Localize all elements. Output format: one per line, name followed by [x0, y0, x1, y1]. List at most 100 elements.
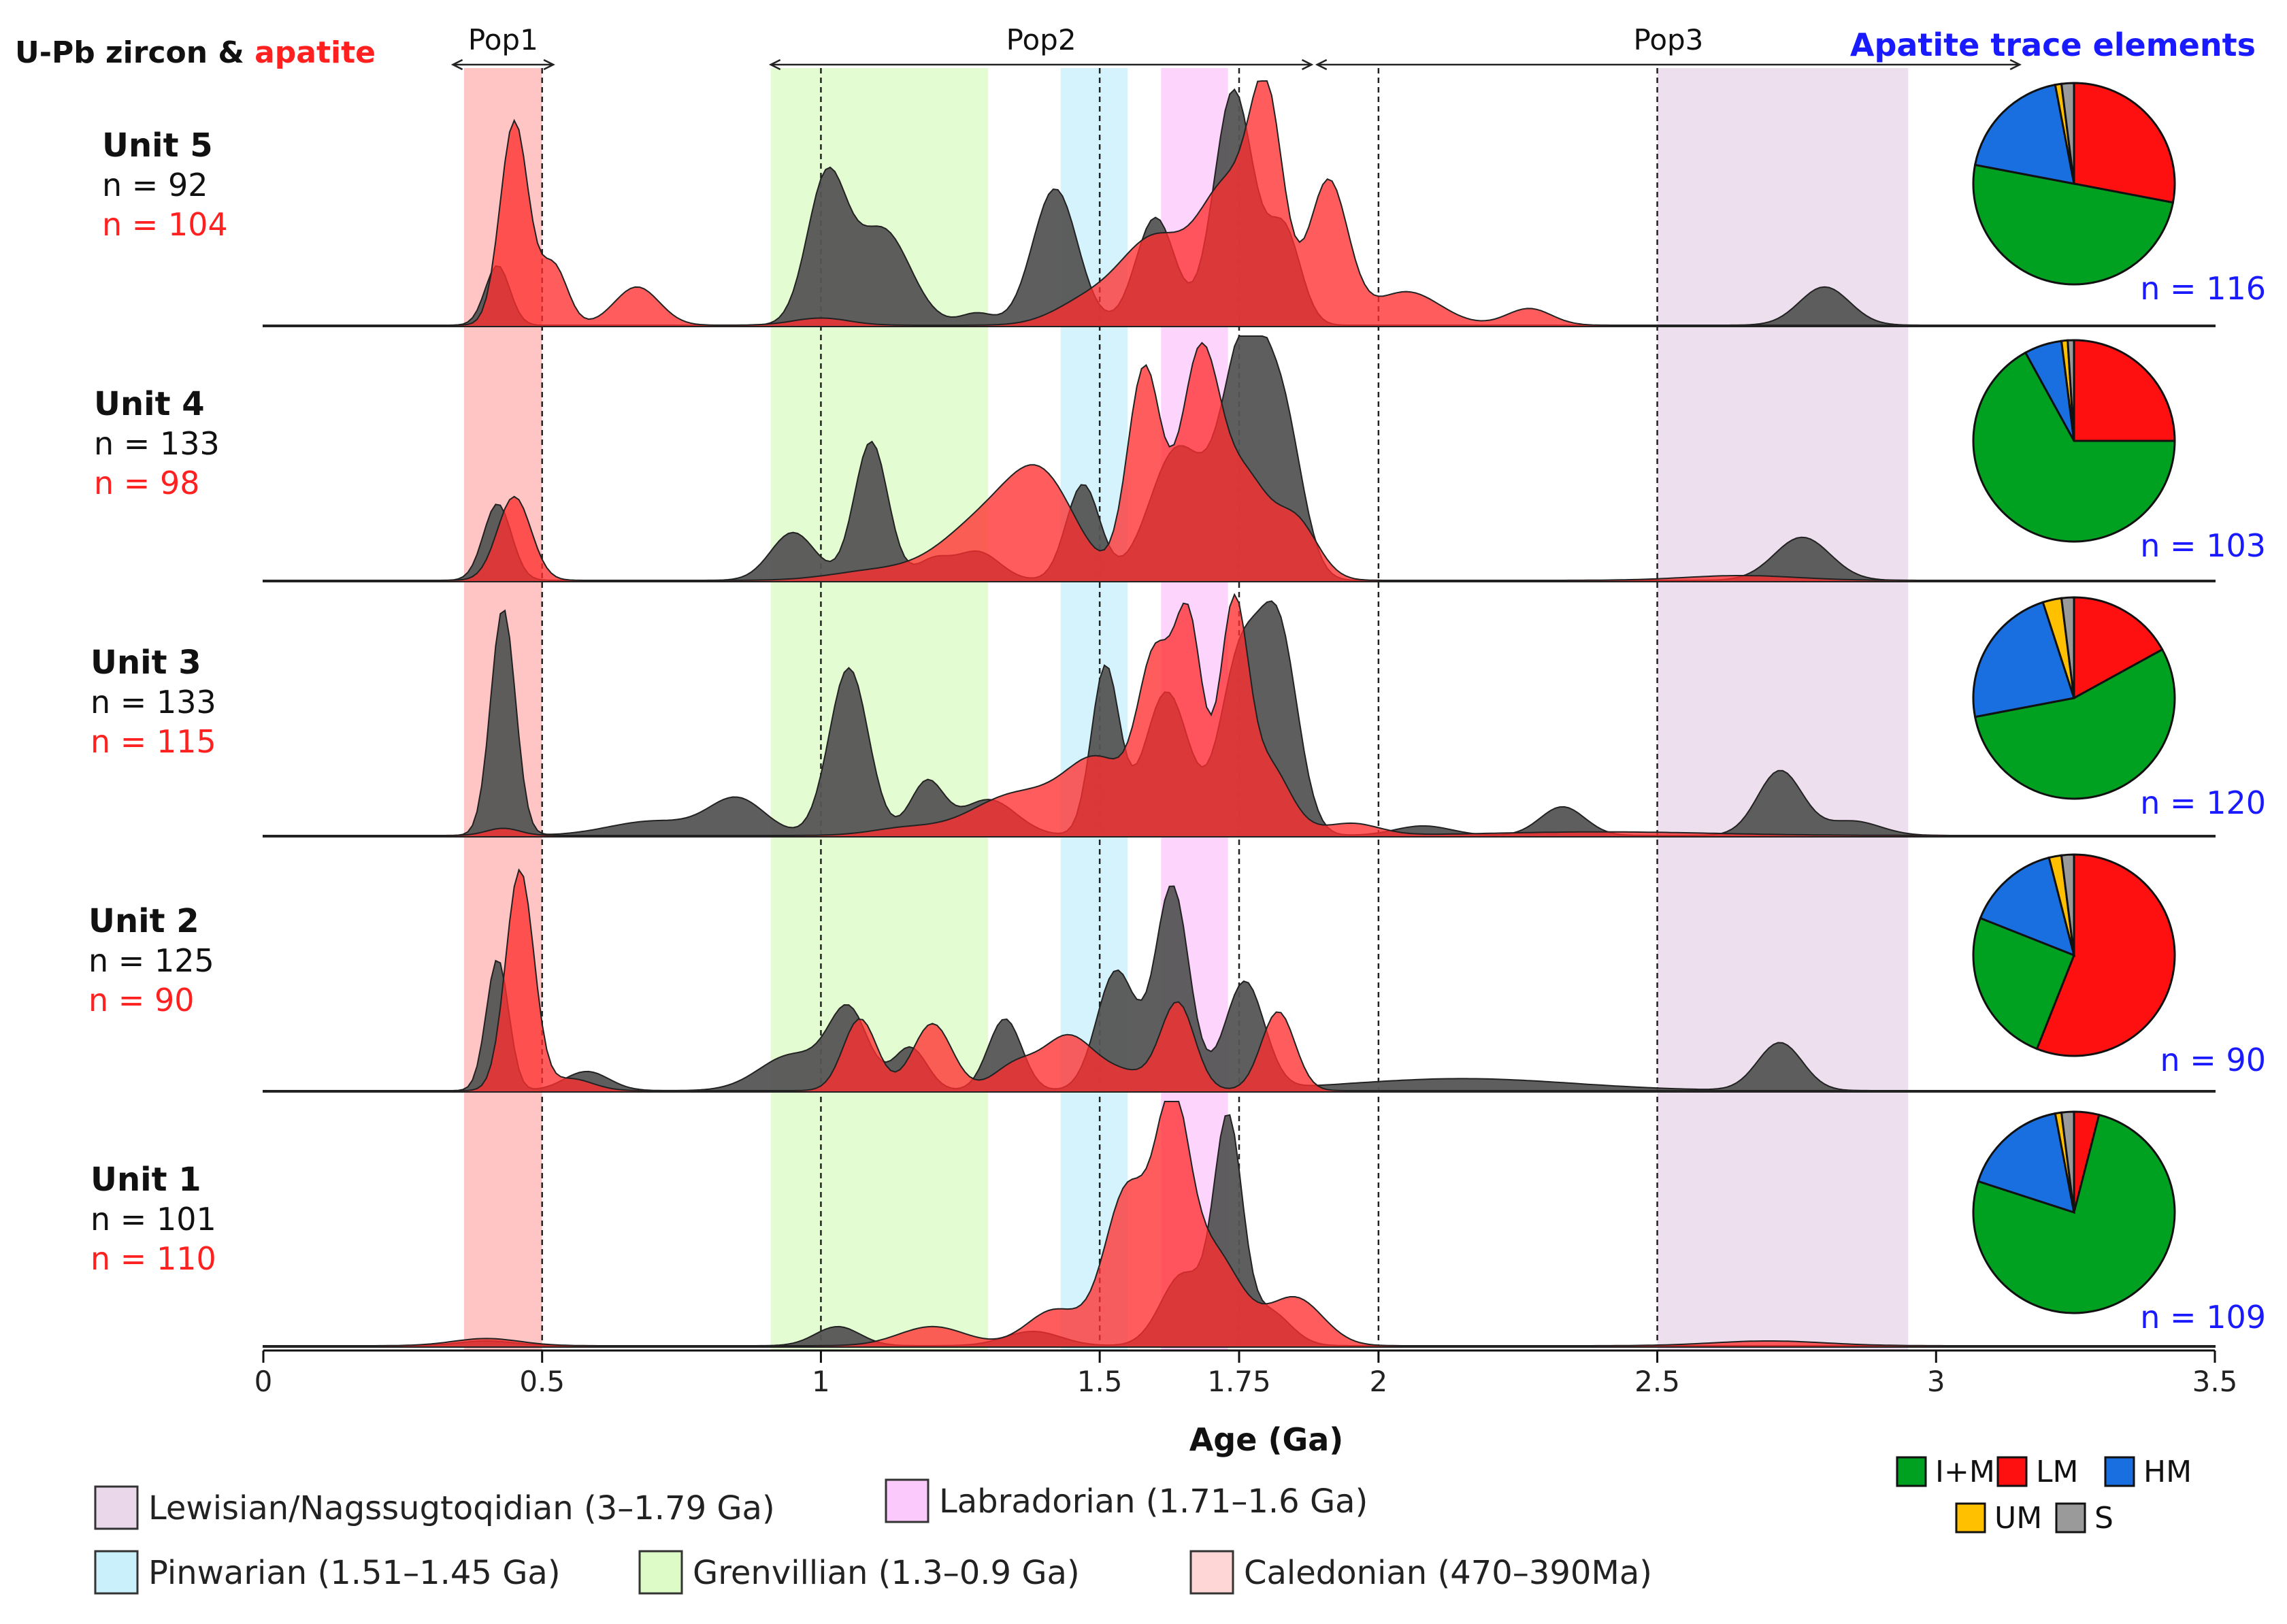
- pie-count: n = 90: [2160, 1042, 2266, 1078]
- orogen-legend: Lewisian/Nagssugtoqidian (3–1.79 Ga) Labr…: [94, 1478, 1652, 1595]
- legend-swatch-hm: [2104, 1456, 2135, 1487]
- x-tick-label: 0.5: [519, 1365, 565, 1398]
- orogen-legend-swatch: [885, 1478, 929, 1523]
- pie-count: n = 103: [2140, 527, 2266, 564]
- orogen-legend-swatch: [94, 1550, 139, 1595]
- arrow-left-icon: [1315, 59, 1328, 71]
- pie-slice-hm: [1973, 83, 2075, 185]
- pie-slice-hm: [1979, 856, 2076, 957]
- unit-zircon-count: n = 101: [91, 1201, 216, 1238]
- orogen-legend-label: Labradorian (1.71–1.6 Ga): [939, 1482, 1368, 1521]
- unit-panel: [263, 80, 2216, 327]
- unit-zircon-count: n = 125: [88, 942, 214, 979]
- unit-apatite-count: n = 90: [88, 982, 194, 1018]
- arrow-right-icon: [543, 59, 555, 71]
- pie-slice-lm: [2035, 853, 2176, 1057]
- legend-label: S: [2094, 1501, 2113, 1536]
- population-label: Pop2: [1006, 23, 1076, 56]
- pie-slice-im: [1973, 648, 2176, 800]
- chart-title-left: U-Pb zircon & apatite: [15, 35, 376, 70]
- pie-legend: I+M LM HM UM S: [1896, 1455, 2192, 1536]
- legend-swatch-lm: [1996, 1456, 2028, 1487]
- pie-slice-s: [2060, 1110, 2075, 1213]
- unit-zircon-count: n = 92: [102, 167, 208, 203]
- x-tick-label: 3: [1927, 1365, 1945, 1398]
- legend-swatch-s: [2055, 1502, 2086, 1534]
- pie-slice-im: [1972, 1113, 2176, 1314]
- pie-slice-lm: [2073, 339, 2176, 442]
- unit-apatite-count: n = 110: [91, 1240, 216, 1277]
- x-tick-label: 1.75: [1207, 1365, 1271, 1398]
- pie-slice-s: [2060, 853, 2075, 956]
- x-axis: 0 0.5 1 1.5 1.75 2 2.5 3 3.5: [254, 1349, 2238, 1398]
- title-prefix: U-Pb zircon &: [15, 35, 254, 70]
- population-label: Pop1: [468, 23, 538, 56]
- pie-slice-im: [1972, 163, 2175, 286]
- legend-label: I+M: [1935, 1455, 1995, 1489]
- unit-name: Unit 3: [91, 644, 201, 682]
- unit-panel: [263, 335, 2216, 582]
- x-tick-label: 0: [254, 1365, 273, 1398]
- unit-name: Unit 5: [102, 127, 213, 165]
- chart-title-right: Apatite trace elements: [1850, 27, 2256, 63]
- unit-zircon-count: n = 133: [91, 684, 216, 720]
- legend-label: HM: [2143, 1455, 2192, 1489]
- trace-element-pies: n = 116 n = 103 n = 120 n = 90 n = 109: [1972, 82, 2266, 1336]
- legend-label: LM: [2036, 1455, 2078, 1489]
- legend-swatch-um: [1955, 1502, 1986, 1534]
- x-tick-label: 1.5: [1077, 1365, 1123, 1398]
- pie-slice-im: [1972, 916, 2075, 1050]
- apatite-kde-curve: [263, 593, 2216, 838]
- unit-apatite-count: n = 104: [102, 206, 228, 243]
- apatite-kde-curve: [263, 342, 2216, 582]
- apatite-kde-curve: [263, 1101, 2216, 1348]
- orogen-legend-swatch: [1189, 1550, 1234, 1595]
- arrow-left-icon: [768, 59, 781, 71]
- apatite-kde-curve: [263, 868, 2216, 1093]
- population-brackets: Pop1 Pop2 Pop3: [450, 23, 2022, 71]
- unit-name: Unit 4: [94, 385, 205, 423]
- trace-element-pie: n = 116: [1972, 82, 2266, 307]
- unit-apatite-count: n = 115: [91, 723, 216, 760]
- population-label: Pop3: [1633, 23, 1703, 56]
- x-tick-label: 3.5: [2192, 1365, 2238, 1398]
- orogen-legend-label: Caledonian (470–390Ma): [1244, 1554, 1652, 1592]
- pie-slice-lm: [2073, 596, 2164, 700]
- pie-slice-hm: [1977, 1112, 2075, 1214]
- arrow-left-icon: [450, 59, 463, 71]
- pie-count: n = 109: [2140, 1299, 2266, 1336]
- unit-apatite-count: n = 98: [94, 465, 199, 501]
- kde-curves: [263, 80, 2216, 1348]
- trace-element-pie: n = 103: [1972, 339, 2266, 564]
- pie-count: n = 116: [2140, 270, 2266, 307]
- pie-slice-s: [2060, 82, 2075, 184]
- band-lewisian-nagssugtoqidian: [1657, 68, 1909, 1350]
- title-apatite: apatite: [254, 35, 376, 70]
- x-axis-label: Age (Ga): [1189, 1421, 1344, 1458]
- x-tick-label: 1: [812, 1365, 830, 1398]
- unit-name: Unit 1: [91, 1161, 201, 1199]
- orogen-legend-swatch: [638, 1550, 683, 1595]
- unit-panel: [263, 593, 2216, 838]
- x-tick-label: 2.5: [1634, 1365, 1680, 1398]
- pie-slice-lm: [2073, 82, 2176, 204]
- unit-name: Unit 2: [88, 902, 199, 940]
- orogen-legend-label: Lewisian/Nagssugtoqidian (3–1.79 Ga): [148, 1489, 775, 1527]
- unit-zircon-count: n = 133: [94, 425, 220, 462]
- unit-panel: [263, 868, 2216, 1093]
- legend-swatch-im: [1896, 1456, 1927, 1487]
- orogen-legend-label: Pinwarian (1.51–1.45 Ga): [148, 1554, 561, 1592]
- trace-element-pie: n = 90: [1972, 853, 2266, 1078]
- arrow-right-icon: [2009, 59, 2022, 71]
- pie-count: n = 120: [2140, 784, 2266, 821]
- trace-element-pie: n = 120: [1972, 596, 2266, 821]
- legend-label: UM: [1994, 1501, 2042, 1536]
- unit-panel: [263, 1101, 2216, 1348]
- arrow-right-icon: [1301, 59, 1314, 71]
- orogen-legend-label: Grenvillian (1.3–0.9 Ga): [693, 1554, 1080, 1592]
- pie-slice-im: [1972, 351, 2176, 543]
- pie-slice-s: [2060, 596, 2075, 699]
- apatite-kde-curve: [263, 80, 2216, 327]
